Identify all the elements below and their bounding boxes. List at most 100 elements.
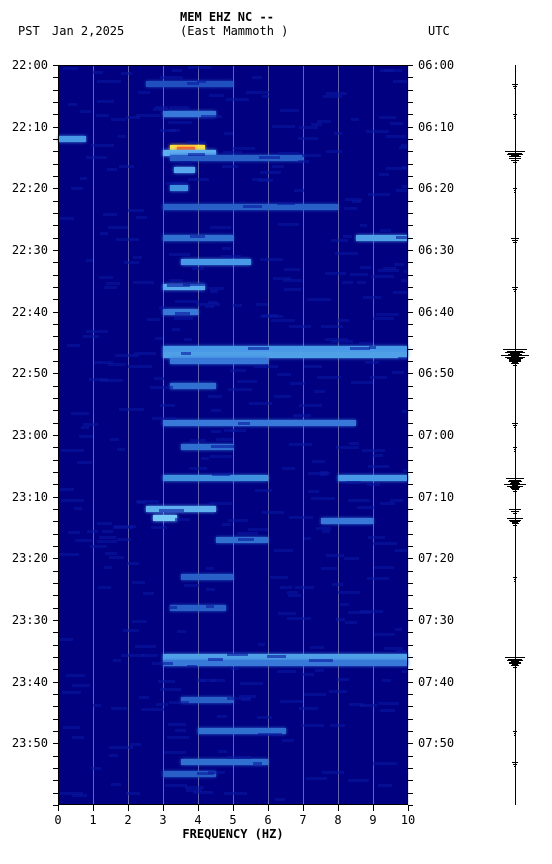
- spectrogram-noise: [152, 417, 176, 420]
- spectrogram-noise: [308, 490, 319, 493]
- y-minor-tick: [408, 287, 413, 288]
- seismogram-spike: [507, 154, 523, 155]
- seismogram-spike: [514, 766, 516, 767]
- spectrogram-noise: [222, 523, 231, 526]
- seismogram-spike: [513, 242, 516, 243]
- y-minor-tick: [408, 669, 413, 670]
- seismogram-spike: [505, 352, 525, 353]
- spectrogram-noise: [111, 783, 120, 786]
- y-minor-tick: [408, 90, 413, 91]
- spectrogram-noise: [262, 95, 269, 98]
- seismogram-spike: [509, 509, 521, 510]
- seismogram-spike: [504, 484, 526, 485]
- seismogram-spike: [514, 427, 516, 428]
- y-minor-tick: [53, 706, 58, 707]
- spectrogram-noise: [304, 537, 311, 540]
- x-tick-mark: [163, 805, 164, 811]
- y-minor-tick: [53, 509, 58, 510]
- spectrogram-noise: [304, 693, 326, 696]
- spectrogram-noise: [340, 603, 350, 606]
- spectrogram-noise: [267, 655, 286, 658]
- y-minor-tick: [53, 632, 58, 633]
- spectrogram-noise: [123, 629, 139, 632]
- seismogram-spike: [511, 665, 519, 666]
- spectrogram-noise: [150, 386, 173, 389]
- spectrogram-noise: [289, 443, 312, 446]
- spectrogram-noise: [185, 786, 205, 789]
- spectrogram-noise: [91, 767, 102, 770]
- spectrogram-noise: [224, 429, 236, 432]
- spectrogram-noise: [222, 247, 230, 250]
- y-minor-tick: [53, 77, 58, 78]
- y-tick-label-utc: 07:20: [418, 551, 454, 565]
- spectrogram-noise: [237, 532, 259, 535]
- spectrogram-noise: [280, 109, 299, 112]
- spectrogram-noise: [379, 116, 396, 119]
- y-minor-tick: [53, 176, 58, 177]
- seismogram-spike: [511, 160, 519, 161]
- seismogram-spike: [512, 84, 518, 85]
- spectrogram-noise: [184, 584, 199, 587]
- y-minor-tick: [408, 694, 413, 695]
- y-minor-tick: [408, 793, 413, 794]
- y-tick-label-utc: 07:40: [418, 675, 454, 689]
- y-minor-tick: [408, 756, 413, 757]
- y-minor-tick: [53, 484, 58, 485]
- spectrogram-noise: [87, 530, 98, 533]
- spectrogram-noise: [109, 746, 133, 749]
- spectrogram-noise: [350, 347, 369, 350]
- y-minor-tick: [53, 423, 58, 424]
- y-minor-tick: [408, 299, 413, 300]
- spectrogram-noise: [168, 121, 192, 124]
- x-tick-label: 6: [264, 813, 271, 827]
- spectrogram-noise: [329, 690, 347, 693]
- x-tick-mark: [338, 805, 339, 811]
- spectrogram-noise: [133, 256, 142, 259]
- x-tick-mark: [128, 805, 129, 811]
- spectrogram-noise: [273, 277, 291, 280]
- seismogram-spike: [514, 291, 516, 292]
- spectrogram-noise: [210, 455, 233, 458]
- spectrogram-noise: [117, 448, 125, 451]
- gridline-vertical: [338, 65, 339, 805]
- seismogram-spike: [512, 287, 518, 288]
- spectrogram-event: [170, 358, 268, 364]
- spectrogram-noise: [306, 777, 328, 780]
- y-minor-tick: [53, 225, 58, 226]
- spectrogram-noise: [249, 402, 272, 405]
- y-minor-tick: [53, 386, 58, 387]
- seismogram-spike: [514, 735, 516, 736]
- spectrogram-noise: [368, 465, 389, 468]
- spectrogram-noise: [298, 160, 308, 163]
- spectrogram-noise: [295, 586, 314, 589]
- spectrogram-noise: [80, 177, 87, 180]
- seismogram-spike: [509, 663, 521, 664]
- y-minor-tick: [53, 768, 58, 769]
- x-tick-mark: [198, 805, 199, 811]
- spectrogram-noise: [392, 371, 405, 374]
- spectrogram-noise: [59, 553, 79, 556]
- y-minor-tick: [408, 460, 413, 461]
- spectrogram-noise: [97, 540, 117, 543]
- spectrogram-noise: [237, 380, 257, 383]
- x-tick-label: 7: [299, 813, 306, 827]
- spectrogram-noise: [373, 542, 397, 545]
- y-minor-tick: [408, 423, 413, 424]
- spectrogram-noise: [172, 328, 180, 331]
- spectrogram-noise: [227, 653, 248, 656]
- spectrogram-noise: [209, 502, 232, 505]
- spectrogram-noise: [378, 784, 392, 787]
- spectrogram-noise: [311, 497, 335, 500]
- seismogram-spike: [513, 289, 517, 290]
- seismogram-spike: [512, 523, 519, 524]
- spectrogram-noise: [141, 708, 164, 711]
- seismogram-spike: [514, 192, 516, 193]
- spectrogram-noise: [90, 545, 107, 548]
- spectrogram-noise: [367, 483, 380, 486]
- spectrogram-event: [170, 185, 188, 191]
- x-tick-mark: [93, 805, 94, 811]
- spectrogram-noise: [151, 526, 167, 529]
- y-minor-tick: [408, 398, 413, 399]
- y-minor-tick: [53, 65, 58, 66]
- spectrogram-noise: [360, 610, 383, 613]
